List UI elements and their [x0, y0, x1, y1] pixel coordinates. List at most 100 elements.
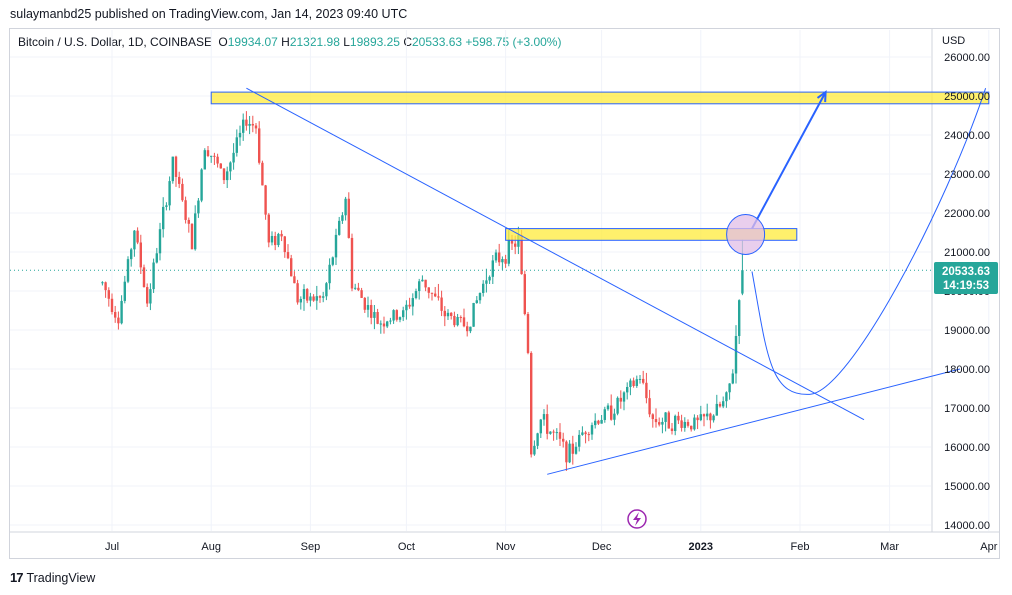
candle-body — [485, 280, 488, 284]
candle-body — [443, 310, 446, 317]
candle-body — [469, 326, 472, 332]
candle-body — [619, 397, 622, 402]
candle-body — [677, 415, 680, 421]
lightning-icon — [633, 512, 641, 526]
currency-label: USD — [942, 35, 965, 47]
candle-body — [226, 171, 229, 181]
candle-body — [402, 310, 405, 318]
candle-body — [558, 432, 562, 439]
projection-curve[interactable] — [751, 88, 987, 395]
candle-body — [139, 242, 142, 268]
candle-body — [341, 215, 344, 221]
candle-body — [526, 314, 530, 353]
candle-body — [334, 234, 338, 258]
candle-body — [229, 162, 232, 172]
candle-body — [222, 168, 226, 181]
candle-body — [283, 236, 286, 253]
candle-body — [603, 409, 606, 420]
candle-body — [286, 252, 290, 259]
candle-body — [635, 379, 638, 386]
candle-body — [290, 258, 293, 277]
candle-body — [606, 405, 610, 410]
y-tick-label: 19000.00 — [944, 325, 990, 337]
candle-body — [725, 392, 728, 402]
candle-body — [254, 125, 258, 129]
candle-body — [395, 310, 398, 320]
candle-body — [261, 162, 264, 186]
projection-arrow[interactable] — [751, 91, 827, 230]
candle-body — [136, 230, 139, 243]
x-tick-label: Aug — [201, 541, 221, 553]
candle-body — [555, 432, 558, 434]
close-label: C — [403, 35, 412, 49]
candle-body — [699, 414, 702, 421]
candle-body — [370, 305, 373, 318]
candle-body — [645, 382, 648, 399]
candle-body — [638, 378, 642, 380]
candle-body — [133, 230, 136, 250]
candle-body — [738, 300, 741, 337]
candle-body — [536, 433, 539, 446]
candle-body — [546, 414, 549, 434]
candle-body — [718, 403, 722, 407]
candle-body — [693, 417, 696, 430]
resistance-zone[interactable] — [505, 228, 798, 241]
candle-body — [280, 233, 283, 237]
candle-body — [363, 297, 366, 310]
candle-body — [530, 352, 533, 455]
publish-info: sulaymanbd25 published on TradingView.co… — [10, 7, 408, 21]
candle-body — [104, 282, 107, 291]
candle-body — [408, 304, 411, 307]
candle-body — [270, 235, 274, 243]
highlight-circle[interactable] — [726, 213, 766, 255]
candle-body — [126, 259, 130, 282]
candle-body — [658, 422, 661, 425]
candle-body — [120, 300, 123, 324]
drawings[interactable] — [210, 87, 990, 475]
candle-body — [520, 235, 523, 275]
candle-body — [392, 310, 395, 321]
time-axis[interactable]: Jul Aug Sep Oct Nov Dec 2023 Feb Mar Apr — [105, 541, 998, 553]
event-marker[interactable] — [627, 509, 647, 529]
candle-body — [248, 123, 251, 126]
y-tick-label: 15000.00 — [944, 481, 990, 493]
candle-body — [571, 443, 574, 454]
candle-body — [581, 432, 584, 435]
candle-body — [155, 253, 158, 263]
candle-body — [338, 220, 341, 235]
candle-body — [514, 243, 517, 247]
candle-body — [728, 383, 731, 393]
low-value: 19893.25 — [349, 35, 400, 49]
close-value: 20533.63 — [412, 35, 463, 49]
candle-body — [238, 132, 242, 138]
x-tick-label: 2023 — [689, 541, 713, 553]
y-tick-label: 23000.00 — [944, 169, 990, 181]
y-tick-label: 16000.00 — [944, 442, 990, 454]
candle-body — [667, 412, 670, 429]
x-tick-label: Feb — [791, 541, 810, 553]
candle-body — [382, 323, 386, 327]
candle-body — [299, 298, 302, 303]
candle-body — [354, 287, 357, 289]
candle-body — [350, 237, 354, 289]
open-label: O — [218, 35, 228, 49]
candle-body — [357, 287, 360, 291]
candle-countdown: 14:19:53 — [943, 280, 989, 292]
candle-body — [200, 169, 203, 201]
candle-body — [462, 317, 466, 327]
candle-body — [600, 419, 603, 424]
open-value: 19934.07 — [227, 35, 278, 49]
candle-body — [315, 296, 318, 301]
candle-body — [379, 323, 382, 325]
chart-frame[interactable] — [9, 28, 1000, 559]
candle-body — [670, 428, 674, 432]
candle-body — [213, 155, 216, 157]
candle-body — [197, 200, 200, 214]
candle-body — [482, 283, 485, 293]
symbol-name: Bitcoin / U.S. Dollar, 1D, COINBASE — [18, 35, 213, 49]
trend-line[interactable] — [547, 368, 961, 475]
trend-line[interactable] — [246, 87, 865, 421]
resistance-zone[interactable] — [210, 91, 990, 105]
candle-body — [504, 259, 507, 264]
